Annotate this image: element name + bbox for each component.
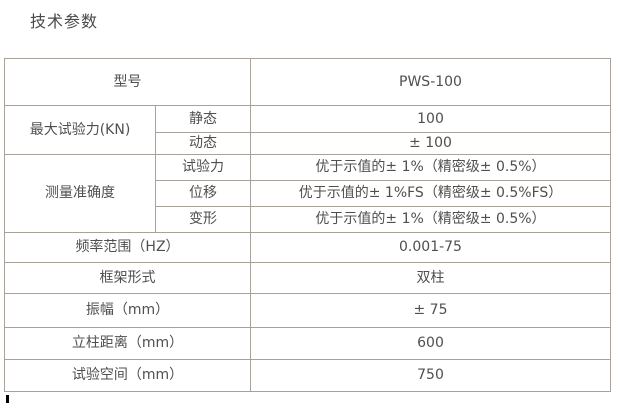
page-title: 技术参数 [30,12,99,31]
spec-table: 型号 PWS-100 最大试验力(KN) 静态 100 动态 ± 100 测量准… [4,58,611,392]
cell-column-distance-value: 600 [250,327,611,360]
cell-amplitude-label: 振幅（mm） [4,293,251,328]
cell-column-distance-label: 立柱距离（mm） [4,327,251,360]
row-accuracy-force: 测量准确度 试验力 优于示值的± 1%（精密级± 0.5%） [4,154,611,233]
cell-dynamic-label: 动态 [155,132,251,155]
cell-frame-value: 双柱 [250,262,611,294]
row-max-force-static: 最大试验力(KN) 静态 100 [4,105,611,155]
cell-accuracy-force-value: 优于示值的± 1%（精密级± 0.5%） [250,154,611,181]
cell-test-space-label: 试验空间（mm） [4,359,251,392]
row-accuracy-deformation: 变形 优于示值的± 1%（精密级± 0.5%） [5,206,611,233]
cell-model-label: 型号 [4,58,251,106]
row-accuracy-displacement: 位移 优于示值的± 1%FS（精密级± 0.5%FS） [5,180,611,207]
cell-static-label: 静态 [155,105,251,133]
cell-accuracy-deformation-value: 优于示值的± 1%（精密级± 0.5%） [250,206,611,233]
row-column-distance: 立柱距离（mm） 600 [4,327,611,360]
row-test-space: 试验空间（mm） 750 [4,359,611,392]
cell-accuracy-displacement-value: 优于示值的± 1%FS（精密级± 0.5%FS） [250,180,611,207]
cell-frequency-value: 0.001-75 [250,232,611,263]
text-cursor-artifact [6,395,9,403]
cell-test-space-value: 750 [250,359,611,392]
cell-static-value: 100 [250,105,611,133]
row-frame: 框架形式 双柱 [4,262,611,294]
cell-max-force-label: 最大试验力(KN) [4,105,156,155]
row-model: 型号 PWS-100 [4,58,611,106]
row-amplitude: 振幅（mm） ± 75 [4,293,611,328]
cell-frequency-label: 频率范围（HZ） [4,232,251,263]
cell-model-value: PWS-100 [250,58,611,106]
cell-accuracy-deformation-label: 变形 [155,206,251,233]
cell-accuracy-label: 测量准确度 [4,154,156,233]
cell-dynamic-value: ± 100 [250,132,611,155]
cell-amplitude-value: ± 75 [250,293,611,328]
row-frequency: 频率范围（HZ） 0.001-75 [4,232,611,263]
cell-accuracy-displacement-label: 位移 [155,180,251,207]
cell-accuracy-force-label: 试验力 [155,154,251,181]
cell-frame-label: 框架形式 [4,262,251,294]
